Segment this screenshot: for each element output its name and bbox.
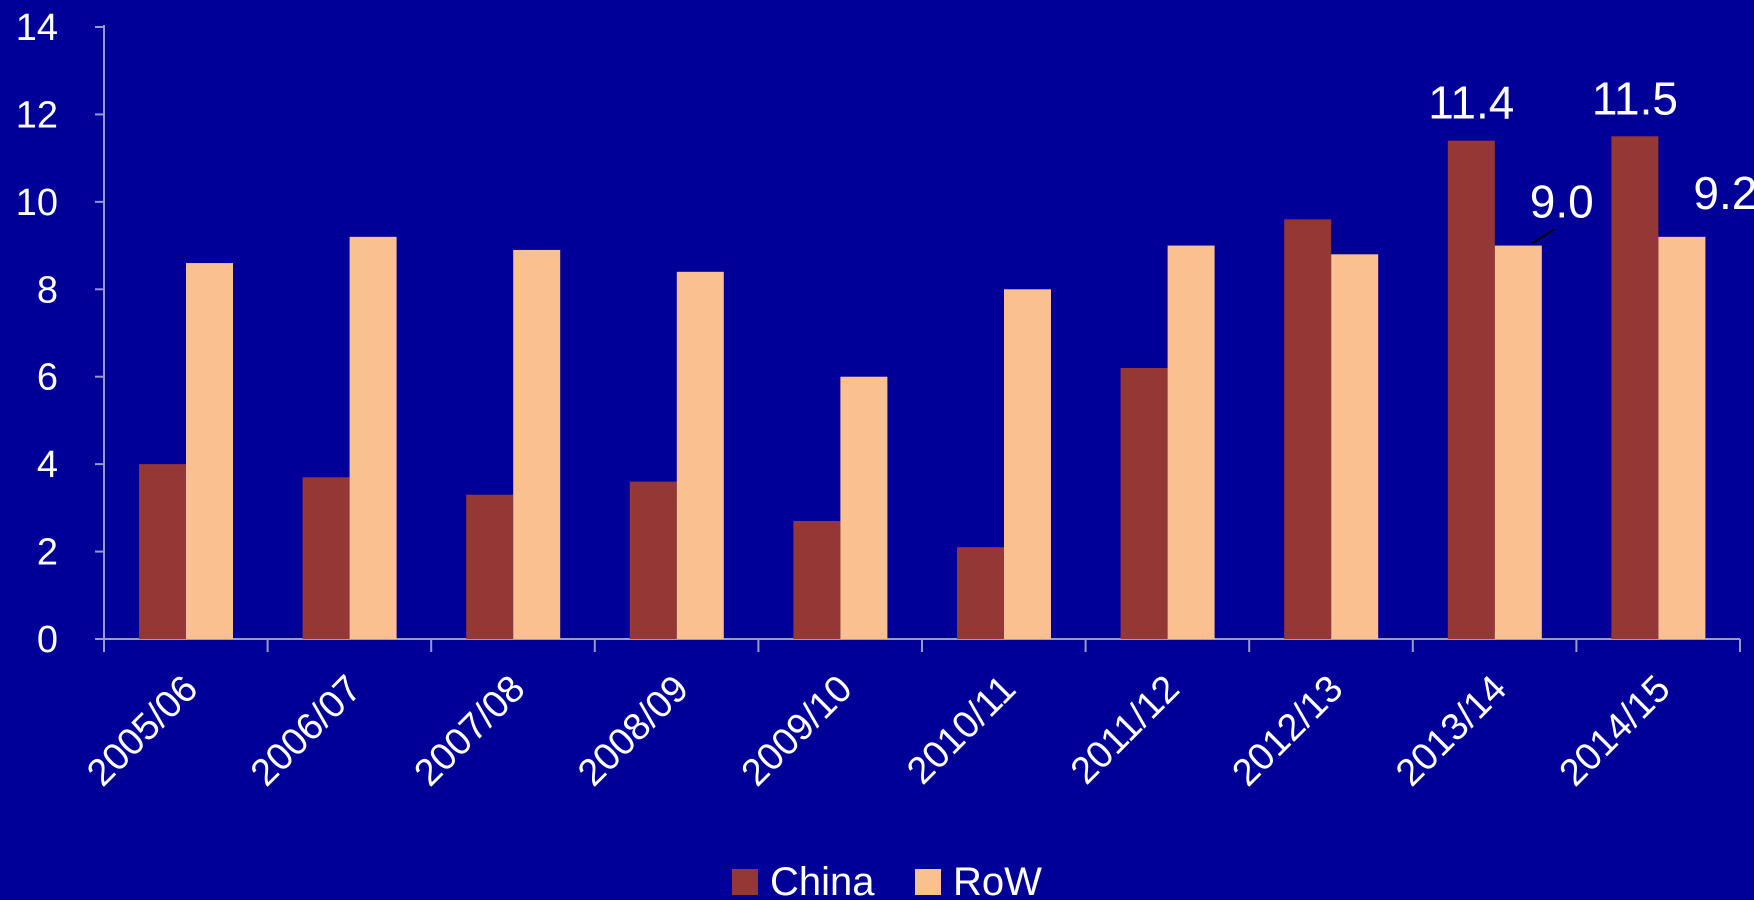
y-tick-label: 0 [37, 619, 58, 661]
x-tick-label: 2009/10 [734, 668, 861, 795]
bar-row-2006-07 [349, 236, 397, 640]
data-labels: 11.4 9.0 11.5 9.2 [1428, 72, 1754, 245]
bar-row-2013-14 [1494, 245, 1542, 640]
y-tick-label: 6 [37, 357, 58, 399]
y-tick-label: 10 [16, 182, 58, 224]
bar-china-2010-11 [957, 547, 1004, 639]
data-label: 9.2 [1693, 167, 1754, 219]
bar-china-2013-14 [1447, 140, 1495, 639]
legend-swatch-row [915, 869, 941, 895]
bar-china-2012-13 [1284, 219, 1332, 640]
x-tick-label: 2007/08 [407, 668, 534, 795]
y-tick-label: 8 [37, 269, 58, 311]
bar-row-2011-12 [1167, 245, 1215, 640]
x-tick-label: 2006/07 [243, 668, 370, 795]
bar-row-2014-15 [1658, 236, 1706, 640]
x-tick-label: 2005/06 [79, 668, 206, 795]
bar-row-2012-13 [1331, 254, 1379, 640]
y-tick-label: 4 [37, 444, 58, 486]
y-tick-label: 12 [16, 94, 58, 136]
data-label: 9.0 [1530, 176, 1594, 228]
data-label: 11.5 [1592, 72, 1678, 124]
x-tick-label: 2013/14 [1388, 668, 1515, 795]
x-tick-label: 2008/09 [570, 668, 697, 795]
legend-label-china: China [770, 860, 875, 900]
y-tick-label: 14 [16, 7, 58, 49]
bar-row-2005-06 [186, 263, 233, 639]
y-axis: 0 2 4 6 8 10 12 14 [16, 7, 105, 661]
legend: China RoW [732, 860, 1042, 900]
bar-china-2005-06 [139, 464, 186, 639]
leader-line [1531, 228, 1555, 245]
bar-china-2011-12 [1120, 367, 1168, 639]
data-label: 11.4 [1428, 77, 1514, 129]
legend-label-row: RoW [953, 860, 1042, 900]
x-tick-label: 2014/15 [1552, 668, 1679, 795]
bar-china-2006-07 [302, 477, 350, 639]
bar-china-2008-09 [629, 481, 677, 639]
legend-swatch-china [732, 869, 758, 895]
bar-row-2007-08 [513, 249, 561, 639]
bar-china-2009-10 [793, 520, 841, 639]
bar-china-2014-15 [1611, 136, 1659, 640]
bar-row-2009-10 [840, 376, 888, 639]
x-tick-label: 2012/13 [1225, 668, 1352, 795]
x-tick-label: 2010/11 [899, 668, 1024, 793]
x-axis: 2005/06 2006/07 2007/08 2008/09 2009/10 2010/… [79, 638, 1741, 795]
x-tick-label: 2011/12 [1063, 668, 1188, 793]
bar-row-2010-11 [1004, 289, 1051, 639]
bars [139, 136, 1706, 640]
y-tick-label: 2 [37, 532, 58, 574]
bar-row-2008-09 [676, 271, 724, 639]
bar-china-2007-08 [466, 494, 514, 639]
